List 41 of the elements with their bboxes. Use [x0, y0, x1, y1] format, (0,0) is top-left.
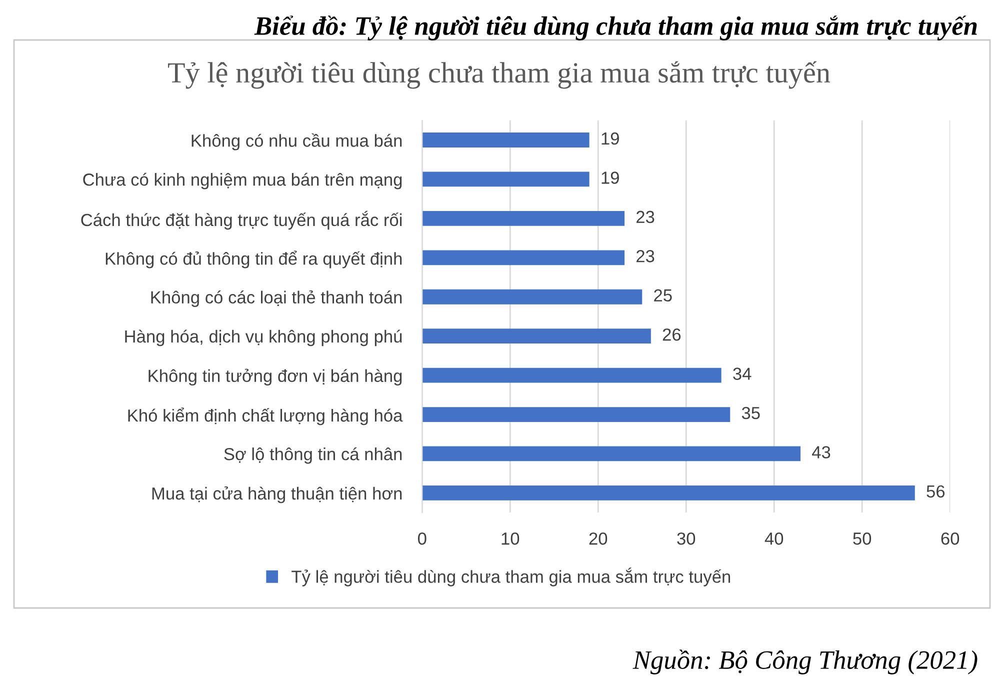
data-label: 19	[602, 132, 619, 145]
bar	[422, 328, 651, 344]
x-tick-label: 0	[418, 532, 426, 545]
bar	[422, 132, 590, 148]
bar	[422, 172, 590, 187]
bar	[422, 210, 625, 226]
y-tick-label: Mua tại cửa hàng thuận tiện hơn	[152, 486, 402, 504]
x-tick-label: 10	[502, 532, 520, 545]
data-label: 34	[733, 368, 752, 380]
y-tick-label: Không có các loại thẻ thanh toán	[151, 290, 402, 307]
data-label: 35	[742, 406, 760, 420]
y-tick-label: Không có đủ thông tin để ra quyết định	[106, 250, 402, 268]
data-label: 23	[636, 250, 654, 262]
data-label: 56	[926, 485, 945, 498]
data-label: 19	[602, 172, 619, 184]
data-label: 26	[662, 328, 681, 341]
y-tick-label: Không có nhu cầu mua bán	[192, 133, 402, 150]
bar	[422, 446, 801, 462]
chart-title: Biểu đồ: Tỷ lệ người tiêu dùng chưa tham gia mua sắm trực tuyến	[254, 16, 977, 40]
x-tick-label: 30	[677, 532, 696, 545]
bar	[422, 407, 730, 422]
y-tick-label: Sợ lộ thông tin cá nhân	[224, 447, 402, 464]
legend-label: Tỷ lệ người tiêu dùng chưa tham gia mua sắm trực tuyến	[292, 568, 730, 586]
bar	[422, 368, 722, 383]
y-tick-label: Hàng hóa, dịch vụ không phong phú	[125, 330, 402, 346]
bar	[422, 486, 915, 500]
data-label: 25	[654, 289, 672, 302]
text: Nguồn: Bộ Công Thương (2021)	[632, 650, 978, 674]
chart-subtitle: Tỷ lệ người tiêu dùng chưa tham gia mua sắm trực tuyến	[168, 61, 830, 89]
y-tick-label: Chưa có kinh nghiệm mua bán trên mạng	[83, 172, 402, 190]
bar	[422, 289, 642, 304]
y-tick-label: Khó kiểm định chất lượng hàng hóa	[128, 408, 403, 426]
x-tick-label: 50	[853, 532, 872, 545]
x-tick-label: 40	[764, 532, 784, 545]
bar	[422, 250, 625, 266]
y-tick-label: Không tin tưởng đơn vị bán hàng	[148, 368, 402, 386]
y-tick-label: Cách thức đặt hàng trực tuyến quá rắc rối	[81, 210, 402, 230]
data-label: 43	[812, 446, 830, 458]
x-tick-label: 60	[941, 532, 960, 545]
data-label: 23	[636, 210, 654, 224]
x-tick-label: 20	[589, 532, 608, 545]
